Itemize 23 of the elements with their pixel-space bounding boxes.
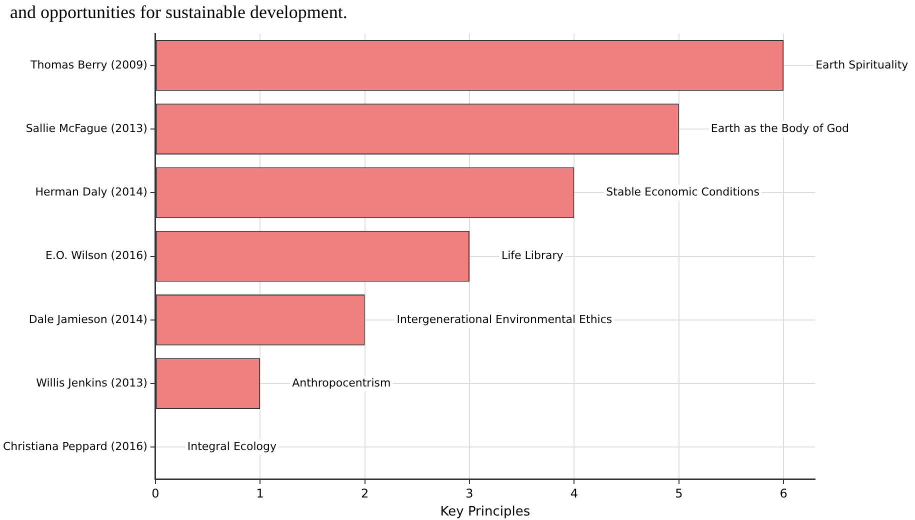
x-axis-title: Key Principles [440,504,530,520]
annotation: Life Library [501,249,564,262]
x-tick-label: 1 [256,486,264,500]
y-tick-label: Christiana Peppard (2016) [2,440,148,454]
x-tick-label: 0 [152,486,160,500]
y-tick-label: Herman Daly (2014) [35,186,148,199]
annotation: Stable Economic Conditions [606,186,760,199]
annotation: Integral Ecology [187,440,277,454]
y-tick-label: Dale Jamieson (2014) [28,312,148,326]
y-tick-label: Willis Jenkins (2013) [36,376,148,390]
x-tick-label: 5 [675,486,683,500]
x-tick-label: 4 [570,486,578,500]
x-tick-label: 6 [780,486,788,500]
x-tick-label: 2 [360,486,369,500]
annotation: Anthropocentrism [292,376,391,390]
text: and opportunities for sustainable development. [9,1,348,24]
y-tick-label: Sallie McFague (2013) [26,122,148,135]
y-tick-label: E.O. Wilson (2016) [45,249,148,262]
annotation: Intergenerational Environmental Ethics [396,312,612,326]
x-tick-label: 3 [466,486,474,500]
y-tick-label: Thomas Berry (2009) [30,58,148,72]
annotation: Earth as the Body of God [710,122,850,135]
annotation: Earth Spirituality [816,58,909,72]
